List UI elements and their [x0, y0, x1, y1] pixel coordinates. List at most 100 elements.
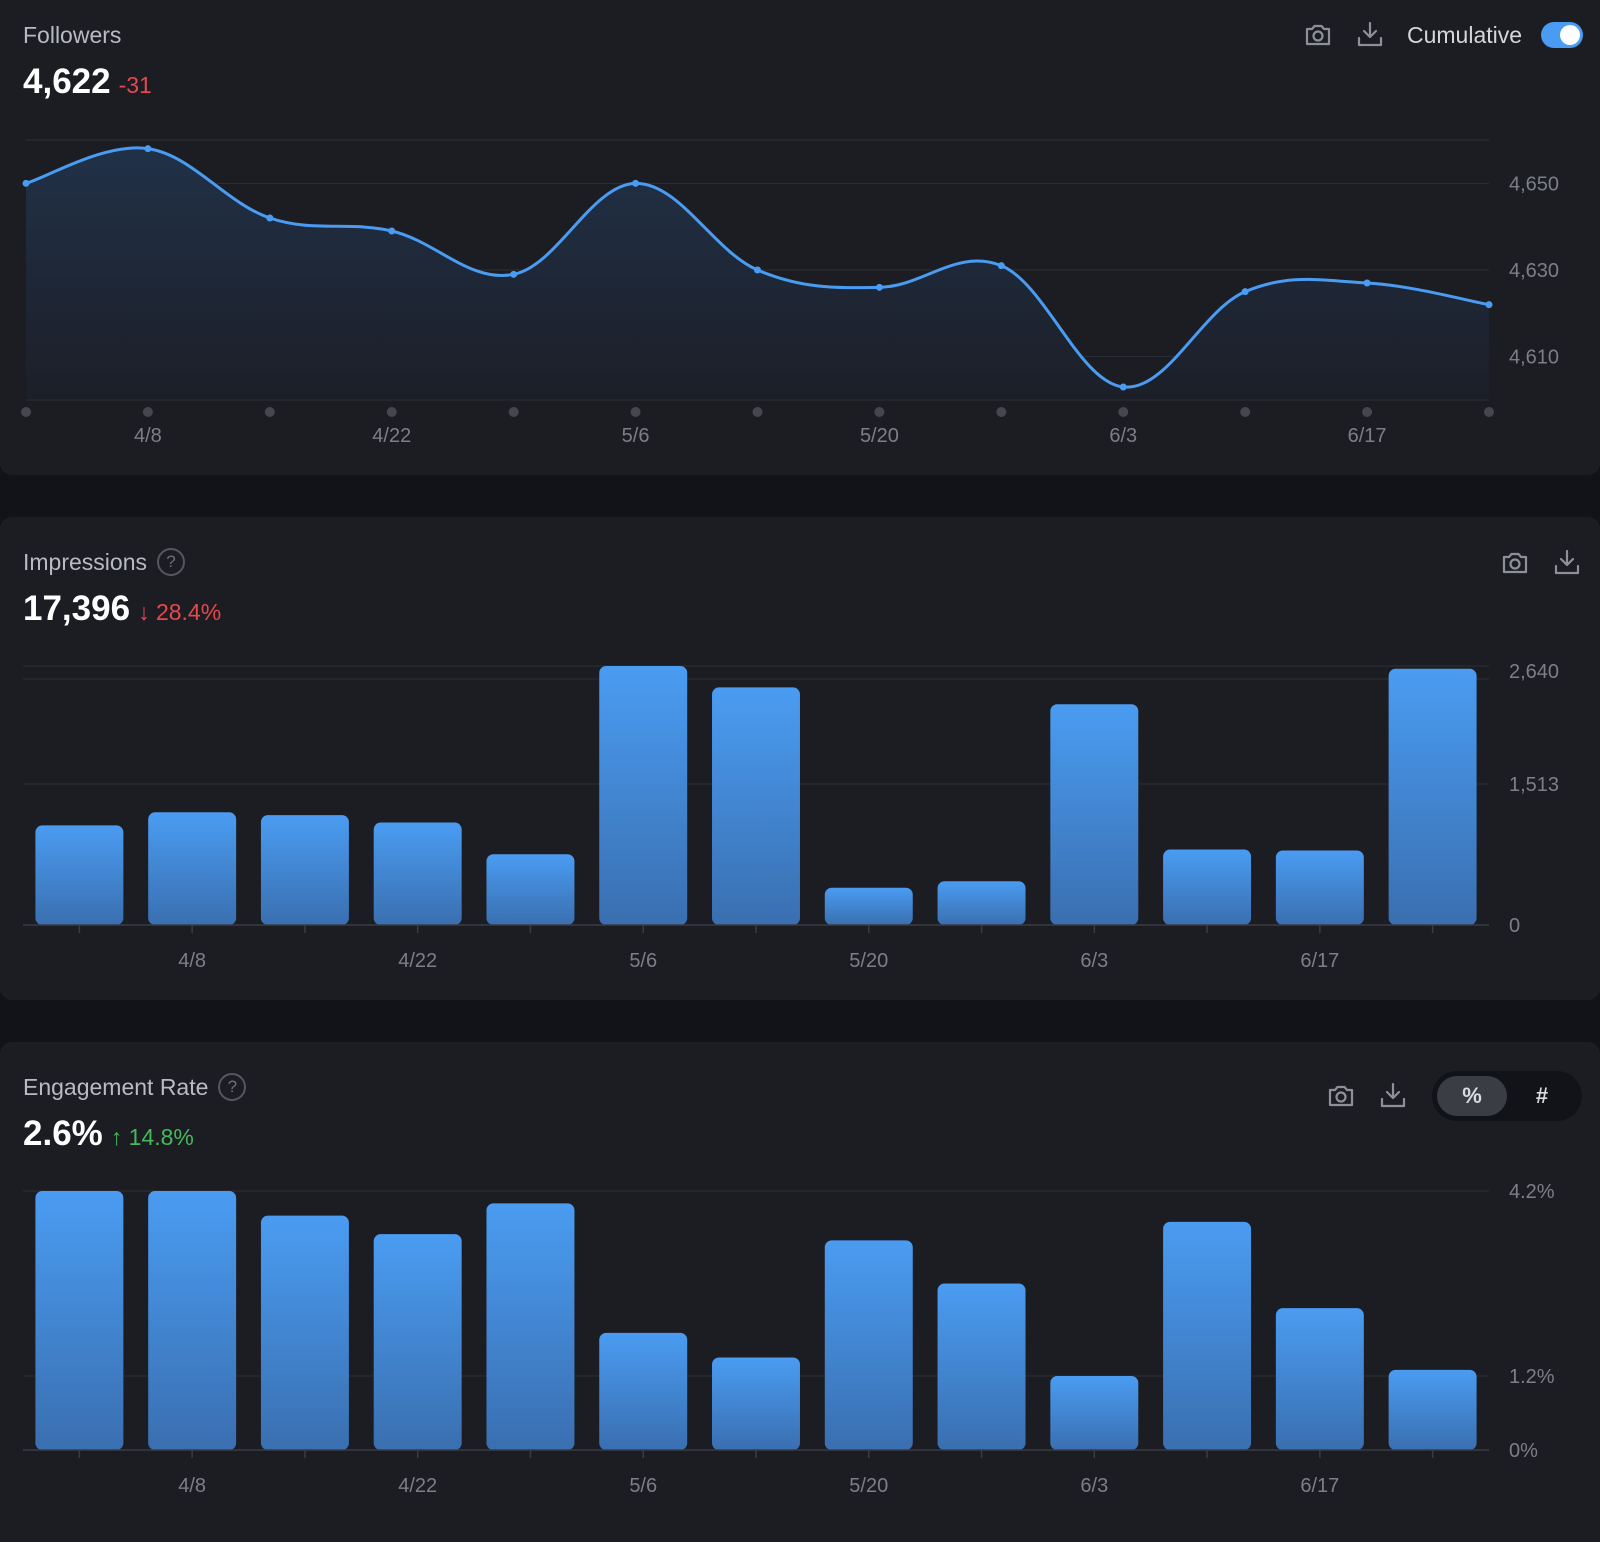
x-tick-label: 6/3 [1109, 425, 1137, 447]
y-tick-label: 4,610 [1509, 347, 1559, 369]
x-axis-dot [1484, 407, 1494, 417]
x-axis-dot [1118, 407, 1129, 417]
x-tick-label: 5/20 [849, 950, 888, 972]
data-point [144, 145, 152, 153]
bar [260, 815, 349, 925]
x-axis-dot [264, 407, 275, 417]
bar [937, 1283, 1026, 1450]
count-mode-button[interactable]: # [1535, 1083, 1549, 1108]
engagement-value: 2.6% ↑ 14.8% [23, 1114, 194, 1154]
y-tick-label: 2,640 [1509, 661, 1559, 683]
x-tick-label: 4/8 [178, 950, 206, 972]
impressions-value: 17,396 ↓ 28.4% [23, 589, 221, 629]
y-tick-label: 4.2% [1509, 1181, 1555, 1203]
bar [1050, 1376, 1139, 1450]
bar [1275, 1308, 1364, 1450]
data-point [997, 262, 1005, 270]
bar [373, 822, 462, 925]
engagement-rate: 2.6% [23, 1114, 103, 1153]
engagement-title: Engagement Rate? [23, 1072, 247, 1103]
download-icon[interactable] [1354, 18, 1386, 50]
y-tick-label: 0% [1509, 1440, 1538, 1462]
y-tick-label: 4,650 [1509, 173, 1559, 195]
x-tick-label: 4/22 [398, 1475, 437, 1497]
impressions-title: Impressions? [23, 547, 185, 578]
help-icon[interactable]: ? [156, 547, 185, 576]
bar [1388, 1369, 1477, 1450]
x-tick-label: 5/6 [629, 1475, 657, 1497]
followers-value: 4,622 -31 [23, 62, 152, 102]
bar [599, 1332, 688, 1450]
download-icon[interactable] [1551, 546, 1583, 578]
engagement-title-text: Engagement Rate [23, 1074, 209, 1100]
data-point [1241, 288, 1249, 296]
help-icon[interactable]: ? [218, 1072, 247, 1101]
bar [712, 687, 800, 925]
bar [1050, 704, 1139, 925]
bar [35, 1191, 124, 1450]
data-point [632, 179, 640, 187]
followers-count: 4,622 [23, 62, 111, 101]
x-tick-label: 4/8 [178, 1475, 206, 1497]
engagement-delta: ↑ 14.8% [111, 1124, 194, 1150]
data-point [388, 227, 396, 235]
data-point [1363, 279, 1371, 287]
x-axis-dot [386, 407, 397, 417]
camera-icon[interactable] [1499, 547, 1531, 579]
y-tick-label: 4,630 [1509, 260, 1559, 282]
bar [35, 825, 124, 925]
impressions-title-text: Impressions [23, 549, 147, 575]
cumulative-toggle[interactable] [1541, 22, 1583, 48]
bar [712, 1357, 800, 1450]
bar [824, 1240, 913, 1450]
bar [148, 1191, 237, 1450]
data-point [754, 266, 761, 274]
data-point [22, 179, 30, 187]
engagement-panel: Engagement Rate? 2.6% ↑ 14.8% % # 0% 1.2% 4… [0, 1042, 1600, 1542]
download-icon[interactable] [1377, 1079, 1409, 1111]
y-tick-label: 1,513 [1509, 774, 1559, 796]
bar [824, 887, 913, 925]
bar [486, 1203, 575, 1450]
x-axis-dot [874, 407, 885, 417]
impressions-delta: ↓ 28.4% [138, 599, 221, 625]
x-axis-dot [1240, 407, 1251, 417]
x-axis-dot [508, 407, 519, 417]
bar [486, 854, 575, 925]
bar [599, 666, 688, 925]
toggle-knob [1560, 25, 1580, 45]
data-point [510, 270, 518, 278]
percent-mode-button[interactable]: % [1437, 1076, 1507, 1116]
data-point [266, 214, 274, 222]
bar [937, 881, 1026, 925]
x-tick-label: 6/17 [1300, 950, 1339, 972]
bar [373, 1234, 462, 1450]
engagement-delta-value: 14.8% [128, 1124, 194, 1150]
x-tick-label: 6/17 [1300, 1475, 1339, 1497]
bar [260, 1215, 349, 1450]
x-tick-label: 4/22 [372, 425, 411, 447]
y-tick-label: 1.2% [1509, 1366, 1555, 1388]
x-tick-label: 5/20 [860, 425, 899, 447]
x-tick-label: 6/3 [1080, 950, 1108, 972]
x-axis-dot [752, 407, 763, 417]
x-axis-dot [21, 407, 31, 417]
x-tick-label: 5/20 [849, 1475, 888, 1497]
camera-icon[interactable] [1302, 19, 1334, 51]
x-tick-label: 6/3 [1080, 1475, 1108, 1497]
x-axis-dot [142, 407, 153, 417]
followers-title: Followers [23, 22, 122, 48]
bar [1388, 668, 1477, 925]
x-axis-dot [996, 407, 1007, 417]
arrow-up-icon: ↑ [110, 1124, 123, 1150]
camera-icon[interactable] [1325, 1080, 1357, 1112]
followers-chart: 4,610 4,630 4,650 4/8 4/22 5/6 5/20 6/3 6/17 [21, 139, 1559, 447]
followers-panel: Followers 4,622 -31 Cumulative 4,610 4,630… [0, 0, 1600, 475]
x-tick-label: 6/17 [1348, 425, 1387, 447]
impressions-panel: Impressions? 17,396 ↓ 28.4% 0 1,513 2,640 4/… [0, 517, 1600, 1000]
y-tick-label: 0 [1509, 915, 1520, 937]
engagement-chart: 0% 1.2% 4.2% 4/8 4/22 5/6 5/20 6/3 6/17 [23, 1181, 1555, 1497]
x-axis-dot [630, 407, 641, 417]
arrow-down-icon: ↓ [138, 599, 150, 625]
x-tick-label: 4/8 [134, 425, 162, 447]
